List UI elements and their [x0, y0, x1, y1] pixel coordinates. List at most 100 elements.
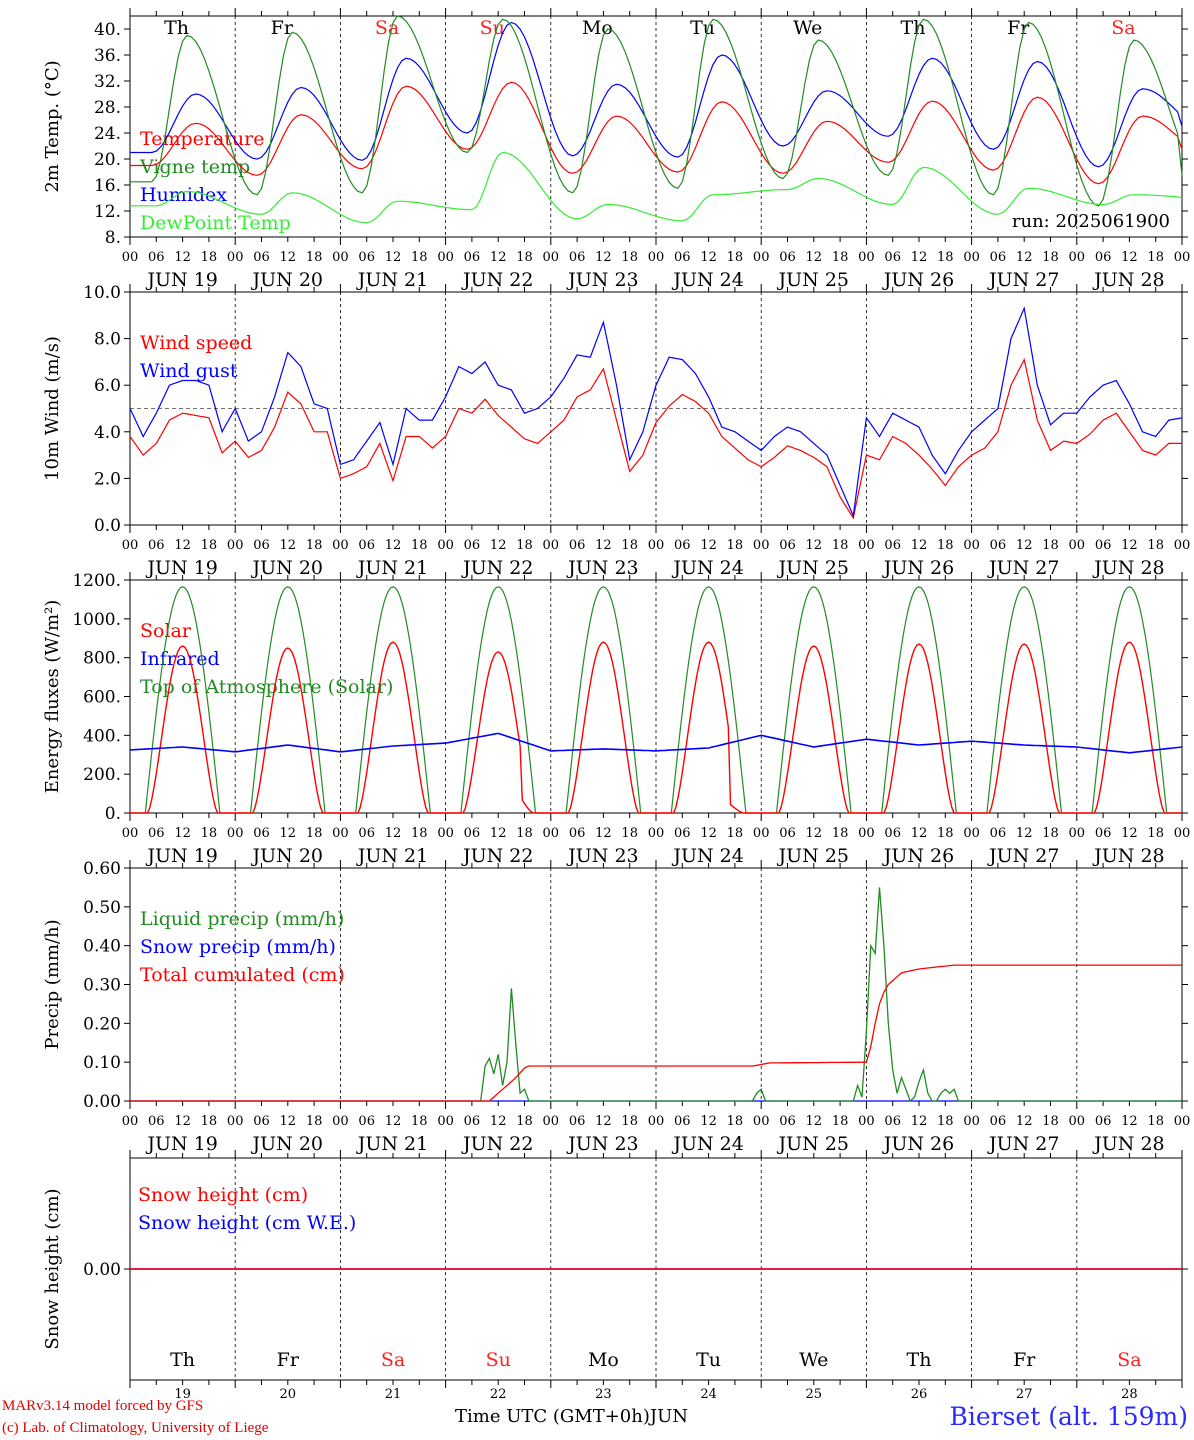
x-hour-label: 00 — [543, 538, 560, 553]
y-tick-label: 6.0 — [94, 376, 121, 396]
x-hour-label: 18 — [727, 826, 744, 841]
x-hour-label: 00 — [122, 250, 139, 265]
x-hour-label: 18 — [1042, 250, 1059, 265]
x-date-label: JUN 27 — [987, 1133, 1059, 1155]
x-hour-label: 00 — [963, 538, 980, 553]
x-hour-label: 12 — [280, 250, 297, 265]
x-hour-label: 18 — [411, 1114, 428, 1129]
day-number-label: 26 — [911, 1387, 928, 1402]
x-date-label: JUN 19 — [145, 845, 217, 867]
x-hour-label: 06 — [569, 826, 586, 841]
x-hour-label: 18 — [621, 826, 638, 841]
x-hour-label: 00 — [437, 826, 454, 841]
x-date-label: JUN 28 — [1092, 845, 1164, 867]
x-hour-label: 18 — [1147, 1114, 1164, 1129]
x-hour-label: 06 — [779, 250, 796, 265]
x-date-label: JUN 23 — [566, 1133, 638, 1155]
x-hour-label: 06 — [253, 1114, 270, 1129]
x-hour-label: 06 — [358, 826, 375, 841]
x-hour-label: 06 — [358, 538, 375, 553]
x-hour-label: 18 — [937, 250, 954, 265]
x-hour-label: 00 — [227, 538, 244, 553]
x-hour-label: 18 — [1147, 538, 1164, 553]
x-date-label: JUN 27 — [987, 269, 1059, 291]
x-hour-label: 06 — [1095, 538, 1112, 553]
y-tick-label: 800. — [83, 649, 121, 669]
legend-entry: Wind speed — [140, 332, 252, 354]
x-date-label: JUN 22 — [461, 845, 533, 867]
x-hour-label: 00 — [858, 538, 875, 553]
x-hour-label: 18 — [937, 1114, 954, 1129]
time-axis-label: Time UTC (GMT+0h)JUN — [455, 1406, 688, 1427]
x-hour-label: 06 — [358, 250, 375, 265]
y-tick-label: 0.20 — [83, 1014, 121, 1034]
y-axis-label: 2m Temp. (°C) — [42, 60, 63, 192]
x-hour-label: 18 — [201, 538, 218, 553]
x-hour-label: 12 — [700, 250, 717, 265]
x-hour-label: 12 — [700, 826, 717, 841]
weekday-label: Fr — [1007, 17, 1030, 39]
x-hour-label: 12 — [385, 826, 402, 841]
x-hour-label: 12 — [490, 826, 507, 841]
x-hour-label: 12 — [174, 250, 191, 265]
x-hour-label: 12 — [490, 1114, 507, 1129]
x-hour-label: 18 — [306, 250, 323, 265]
legend-entry: Infrared — [140, 648, 220, 670]
x-date-label: JUN 28 — [1092, 1133, 1164, 1155]
x-hour-label: 00 — [753, 826, 770, 841]
x-date-label: JUN 23 — [566, 845, 638, 867]
x-date-label: JUN 25 — [777, 1133, 849, 1155]
x-hour-label: 00 — [437, 538, 454, 553]
y-axis-label: Snow height (cm) — [42, 1188, 63, 1349]
x-date-label: JUN 19 — [145, 1133, 217, 1155]
x-hour-label: 18 — [727, 538, 744, 553]
series-line-wind-speed — [129, 357, 1182, 520]
x-date-label: JUN 26 — [882, 1133, 954, 1155]
x-hour-label: 00 — [648, 538, 665, 553]
x-hour-label: 06 — [464, 250, 481, 265]
series-line-vigne-temp — [130, 15, 1183, 207]
series-line-dewpoint-temp — [130, 151, 1183, 224]
y-tick-label: 12. — [94, 202, 121, 222]
x-hour-label: 06 — [674, 1114, 691, 1129]
x-hour-label: 18 — [411, 250, 428, 265]
x-hour-label: 06 — [990, 250, 1007, 265]
x-hour-label: 06 — [148, 250, 165, 265]
legend-entry: Vigne temp — [139, 156, 250, 178]
x-hour-label: 18 — [516, 250, 533, 265]
station-label: Bierset (alt. 159m) — [949, 1402, 1188, 1431]
y-tick-label: 200. — [83, 765, 121, 785]
x-hour-label: 06 — [779, 538, 796, 553]
x-hour-label: 12 — [174, 826, 191, 841]
x-hour-label: 06 — [779, 826, 796, 841]
x-hour-label: 06 — [674, 250, 691, 265]
series-line-infrared — [129, 732, 1183, 754]
x-hour-label: 12 — [280, 826, 297, 841]
weekday-label: Su — [486, 1349, 511, 1371]
x-hour-label: 06 — [569, 538, 586, 553]
x-hour-label: 18 — [516, 1114, 533, 1129]
x-date-label: JUN 21 — [356, 1133, 428, 1155]
y-tick-label: 40. — [94, 20, 121, 40]
x-hour-label: 00 — [1174, 826, 1191, 841]
x-hour-label: 12 — [1016, 826, 1033, 841]
y-tick-label: 28. — [94, 98, 121, 118]
x-hour-label: 00 — [1174, 1114, 1191, 1129]
x-date-label: JUN 25 — [777, 269, 849, 291]
x-hour-label: 06 — [1095, 1114, 1112, 1129]
weekday-label: Su — [480, 17, 505, 39]
x-hour-label: 00 — [543, 1114, 560, 1129]
lab-credit: (c) Lab. of Climatology, University of L… — [2, 1420, 269, 1436]
y-tick-label: 0.10 — [83, 1053, 121, 1073]
weekday-label: Fr — [277, 1349, 300, 1371]
x-date-label: JUN 19 — [145, 269, 217, 291]
x-hour-label: 00 — [332, 1114, 349, 1129]
x-hour-label: 12 — [1121, 826, 1138, 841]
x-date-label: JUN 21 — [356, 557, 428, 579]
x-hour-label: 18 — [516, 826, 533, 841]
x-hour-label: 12 — [1121, 250, 1138, 265]
x-hour-label: 12 — [280, 1114, 297, 1129]
x-hour-label: 12 — [700, 538, 717, 553]
x-date-label: JUN 24 — [671, 1133, 743, 1155]
x-hour-label: 18 — [621, 538, 638, 553]
